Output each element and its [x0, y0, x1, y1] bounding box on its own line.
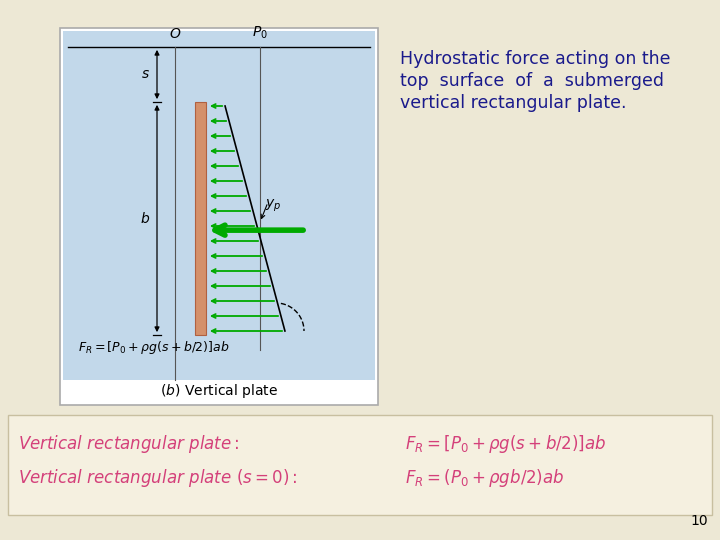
- Text: $\mathit{Vertical\ rectangular\ plate\ (s = 0):}$: $\mathit{Vertical\ rectangular\ plate\ (…: [18, 467, 297, 489]
- Text: Hydrostatic force acting on the: Hydrostatic force acting on the: [400, 50, 670, 68]
- Text: $b$: $b$: [140, 211, 150, 226]
- Bar: [60, 28, 378, 405]
- Text: $\mathit{Vertical\ rectangular\ plate:}$: $\mathit{Vertical\ rectangular\ plate:}$: [18, 433, 240, 455]
- Text: $F_R = [P_0 + \rho g(s + b/2)]ab$: $F_R = [P_0 + \rho g(s + b/2)]ab$: [405, 433, 606, 455]
- Text: vertical rectangular plate.: vertical rectangular plate.: [400, 94, 626, 112]
- Text: $P_0$: $P_0$: [252, 25, 268, 41]
- Text: $F_R = (P_0 + \rho gb/2)ab$: $F_R = (P_0 + \rho gb/2)ab$: [405, 467, 564, 489]
- Text: 10: 10: [690, 514, 708, 528]
- Text: $y_p$: $y_p$: [265, 198, 282, 214]
- Bar: [8, 415, 712, 515]
- Text: $s$: $s$: [141, 68, 150, 82]
- Text: $O$: $O$: [168, 27, 181, 41]
- Bar: [63, 31, 375, 380]
- Text: top  surface  of  a  submerged: top surface of a submerged: [400, 72, 664, 90]
- Bar: [195, 102, 206, 335]
- Text: $F_R = [P_0 + \rho g(s + b/2)]ab$: $F_R = [P_0 + \rho g(s + b/2)]ab$: [78, 340, 230, 356]
- Text: $(b)$ Vertical plate: $(b)$ Vertical plate: [160, 382, 278, 400]
